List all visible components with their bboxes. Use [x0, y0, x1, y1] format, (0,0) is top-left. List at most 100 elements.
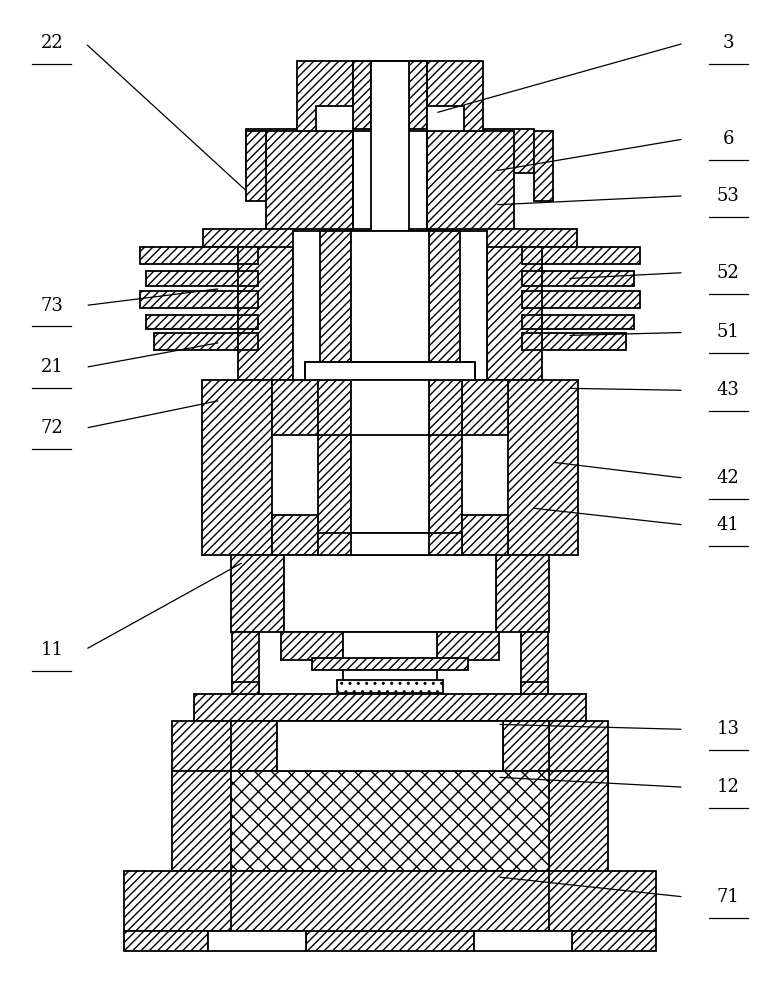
Bar — [246, 129, 534, 173]
Bar — [522, 315, 541, 329]
Bar — [522, 271, 541, 286]
Bar — [351, 380, 429, 555]
Bar — [534, 131, 553, 201]
Text: 3: 3 — [722, 34, 734, 52]
Bar — [124, 871, 656, 931]
Bar — [246, 131, 266, 201]
Bar — [353, 131, 427, 231]
Bar — [462, 515, 508, 555]
Bar — [541, 315, 634, 329]
Bar — [522, 291, 541, 308]
Bar — [140, 291, 239, 308]
Text: 71: 71 — [717, 888, 739, 906]
Bar — [541, 333, 626, 350]
Bar — [140, 247, 239, 264]
Bar — [239, 333, 258, 350]
Bar — [283, 555, 497, 632]
Bar — [239, 291, 258, 308]
Bar — [231, 721, 549, 771]
Bar — [272, 515, 318, 555]
Bar — [522, 333, 541, 350]
Bar — [232, 682, 259, 694]
Bar — [488, 231, 541, 380]
Text: 13: 13 — [717, 720, 739, 738]
Bar — [541, 291, 640, 308]
Bar — [194, 694, 586, 721]
Bar — [502, 721, 549, 771]
Text: 21: 21 — [41, 358, 63, 376]
Bar — [351, 231, 429, 380]
Bar — [427, 61, 484, 131]
Bar — [318, 380, 351, 435]
Bar — [272, 380, 318, 435]
Bar — [124, 931, 208, 951]
Bar — [353, 61, 370, 231]
Text: 42: 42 — [717, 469, 739, 487]
Text: 12: 12 — [717, 778, 739, 796]
Bar — [521, 632, 548, 704]
Bar — [266, 131, 514, 231]
Bar — [429, 231, 460, 380]
Bar — [292, 231, 488, 380]
Bar — [304, 362, 476, 380]
Bar — [231, 555, 283, 632]
Bar — [320, 231, 351, 380]
Text: 43: 43 — [717, 381, 739, 399]
Bar — [462, 380, 508, 435]
Bar — [231, 721, 278, 771]
Bar — [312, 658, 468, 670]
Bar — [231, 771, 549, 871]
Text: 11: 11 — [41, 641, 63, 659]
Text: 22: 22 — [41, 34, 63, 52]
Bar — [508, 380, 578, 555]
Bar — [549, 771, 608, 871]
Bar — [343, 632, 437, 660]
Text: 72: 72 — [41, 419, 63, 437]
Text: 51: 51 — [717, 323, 739, 341]
Bar — [337, 680, 443, 693]
Bar — [202, 380, 272, 555]
Text: 52: 52 — [717, 264, 739, 282]
Text: 6: 6 — [722, 130, 734, 148]
Text: 41: 41 — [717, 516, 739, 534]
Bar — [521, 682, 548, 694]
Bar — [370, 61, 410, 231]
Bar — [316, 106, 353, 131]
Bar — [146, 271, 239, 286]
Bar — [429, 380, 462, 435]
Bar — [208, 931, 306, 951]
Bar — [239, 271, 258, 286]
Bar — [429, 380, 462, 555]
Bar — [296, 61, 353, 131]
Bar — [427, 106, 464, 131]
Bar — [351, 533, 429, 555]
Bar — [318, 380, 351, 555]
Text: 53: 53 — [717, 187, 739, 205]
Bar — [474, 931, 572, 951]
Bar — [204, 229, 576, 247]
Bar — [541, 271, 634, 286]
Bar — [351, 229, 429, 247]
Bar — [281, 632, 343, 660]
Bar — [172, 721, 608, 771]
Bar — [154, 333, 239, 350]
Bar — [572, 931, 656, 951]
Text: 73: 73 — [41, 297, 63, 315]
Bar — [351, 380, 429, 435]
Bar — [172, 771, 231, 871]
Bar — [410, 61, 427, 231]
Bar — [239, 247, 258, 264]
Bar — [497, 555, 549, 632]
Bar — [239, 315, 258, 329]
Bar — [239, 231, 292, 380]
Bar — [437, 632, 499, 660]
Bar — [549, 771, 608, 799]
Bar — [231, 871, 549, 931]
Bar — [232, 632, 259, 704]
Bar — [343, 670, 437, 683]
Bar — [306, 931, 474, 951]
Bar — [278, 721, 502, 771]
Bar — [522, 247, 541, 264]
Bar — [541, 247, 640, 264]
Bar — [353, 129, 427, 173]
